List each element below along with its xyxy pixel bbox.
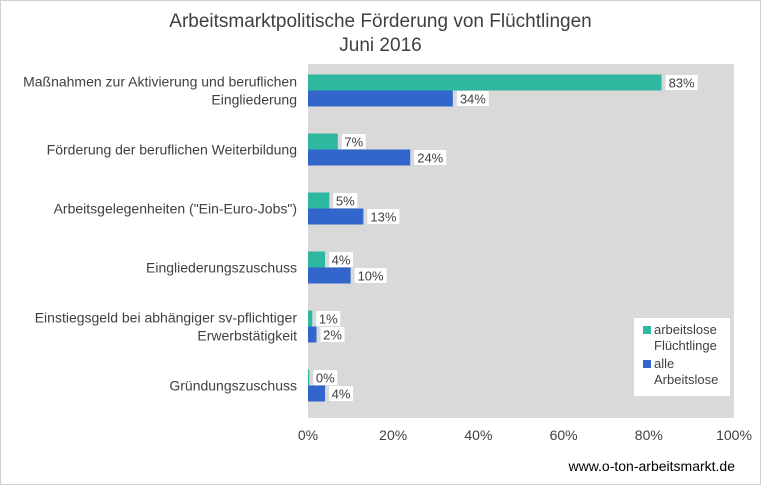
bar-alle-arbeitslose — [308, 267, 351, 284]
category-label-line: Förderung der beruflichen Weiterbildung — [47, 142, 297, 158]
legend-swatch-fluechtlinge — [643, 326, 651, 334]
bar-alle-arbeitslose — [308, 208, 364, 225]
data-label-box — [367, 209, 400, 224]
legend-label: Flüchtlinge — [654, 338, 717, 353]
data-label: 10% — [358, 269, 384, 284]
category-label-line: Arbeitsgelegenheiten ("Ein-Euro-Jobs") — [54, 201, 297, 217]
data-label: 1% — [319, 312, 338, 327]
data-label: 2% — [323, 328, 342, 343]
bar-fluechtlinge — [308, 192, 330, 209]
bar-alle-arbeitslose — [308, 385, 326, 402]
bar-fluechtlinge — [308, 74, 662, 91]
legend-label: arbeitslose — [654, 322, 717, 337]
category-label: Eingliederungszuschuss — [146, 260, 297, 276]
category-label-line: Maßnahmen zur Aktivierung und berufliche… — [23, 74, 297, 90]
x-tick-label: 100% — [716, 427, 752, 443]
data-label-box — [414, 150, 447, 165]
category-label-line: Eingliederung — [211, 92, 297, 108]
data-label-box — [354, 268, 387, 283]
category-label: Förderung der beruflichen Weiterbildung — [47, 142, 297, 158]
bar-fluechtlinge — [308, 369, 310, 386]
data-label-box — [456, 91, 489, 106]
bar-fluechtlinge — [308, 133, 338, 150]
chart-title: Arbeitsmarktpolitische Förderung von Flü… — [169, 11, 592, 32]
data-label: 4% — [332, 387, 351, 402]
category-label: Einstiegsgeld bei abhängiger sv-pflichti… — [35, 310, 298, 344]
legend-label: alle — [654, 356, 674, 371]
bar-alle-arbeitslose — [308, 90, 453, 107]
x-tick-label: 80% — [635, 427, 663, 443]
bar-alle-arbeitslose — [308, 326, 317, 343]
data-label-box — [320, 327, 345, 342]
data-label: 34% — [460, 92, 486, 107]
bar-fluechtlinge — [308, 310, 313, 327]
bar-alle-arbeitslose — [308, 149, 411, 166]
x-tick-label: 20% — [379, 427, 407, 443]
legend-label: Arbeitslose — [654, 372, 718, 387]
data-label: 7% — [344, 135, 363, 150]
source-url: www.o-ton-arbeitsmarkt.de — [568, 458, 735, 474]
data-label-box — [313, 370, 338, 385]
category-label-line: Eingliederungszuschuss — [146, 260, 297, 276]
category-label: Gründungszuschuss — [169, 378, 297, 394]
category-label-line: Erwerbstätigkeit — [197, 328, 297, 344]
data-label-box — [333, 193, 358, 208]
data-label: 5% — [336, 194, 355, 209]
legend-swatch-alle — [643, 360, 651, 368]
data-label: 83% — [669, 76, 695, 91]
category-label-line: Einstiegsgeld bei abhängiger sv-pflichti… — [35, 310, 298, 326]
bar-fluechtlinge — [308, 251, 326, 268]
x-tick-label: 60% — [550, 427, 578, 443]
category-label: Maßnahmen zur Aktivierung und berufliche… — [23, 74, 297, 108]
chart-subtitle: Juni 2016 — [339, 35, 422, 56]
data-label: 24% — [417, 151, 443, 166]
data-label: 0% — [316, 371, 335, 386]
x-tick-label: 0% — [298, 427, 318, 443]
data-label-box — [665, 75, 698, 90]
data-label-box — [316, 311, 341, 326]
x-tick-label: 40% — [464, 427, 492, 443]
data-label-box — [329, 386, 354, 401]
category-label: Arbeitsgelegenheiten ("Ein-Euro-Jobs") — [54, 201, 297, 217]
data-label: 4% — [332, 253, 351, 268]
category-label-line: Gründungszuschuss — [169, 378, 297, 394]
data-label-box — [329, 252, 354, 267]
data-label-box — [341, 134, 366, 149]
data-label: 13% — [370, 210, 396, 225]
